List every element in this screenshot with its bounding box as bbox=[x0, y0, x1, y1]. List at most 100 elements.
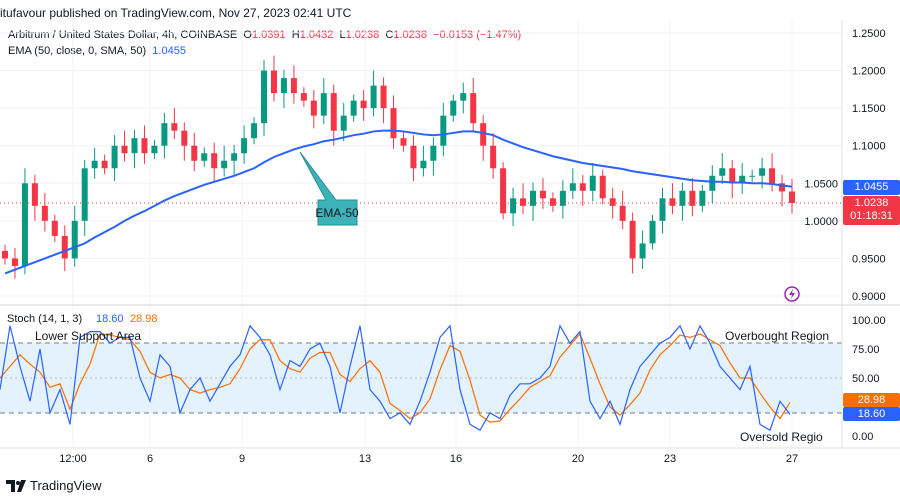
candle-body bbox=[599, 175, 606, 199]
high-value: 1.0432 bbox=[299, 29, 334, 41]
candle-body bbox=[21, 183, 28, 266]
candle-body bbox=[141, 138, 148, 154]
candle-body bbox=[280, 78, 287, 94]
ema-value: 1.0455 bbox=[152, 45, 186, 57]
tradingview-logo[interactable]: TradingView bbox=[6, 478, 102, 493]
candle-body bbox=[270, 70, 277, 94]
stoch-d-badge: 28.98 bbox=[843, 393, 900, 407]
low-value: 1.0238 bbox=[345, 29, 380, 41]
price-axis: 1.2500 1.2000 1.1500 1.1000 1.0500 1.0000 0.95… bbox=[804, 28, 885, 303]
candle-body bbox=[51, 220, 58, 236]
candle-body bbox=[221, 160, 228, 169]
candle-body bbox=[589, 175, 596, 191]
low-label: L bbox=[339, 29, 346, 41]
overbought-annotation: Overbought Region bbox=[725, 329, 829, 343]
candle-body bbox=[61, 235, 68, 259]
candle-body bbox=[380, 85, 387, 109]
candle-body bbox=[300, 93, 307, 101]
ema-label[interactable]: EMA (50, close, 0, SMA, 50) bbox=[8, 45, 147, 57]
stoch-d-value: 28.98 bbox=[130, 313, 158, 325]
time-tick-label: 23 bbox=[664, 453, 676, 465]
stoch-tick-label: 0.00 bbox=[852, 431, 873, 443]
price-tick-label: 1.1500 bbox=[852, 103, 886, 115]
candle-body bbox=[769, 168, 776, 184]
time-tick-label: 13 bbox=[359, 453, 371, 465]
candle-body bbox=[500, 168, 507, 214]
candle-body bbox=[211, 153, 218, 169]
candle-body bbox=[161, 123, 168, 146]
candle-body bbox=[520, 198, 527, 206]
candle-body bbox=[430, 145, 437, 161]
candle-body bbox=[559, 190, 566, 206]
stoch-axis: 100.00 75.00 50.00 0.00 bbox=[852, 315, 886, 443]
symbol-legend: Arbitrum / United States Dollar, 4h, COI… bbox=[8, 29, 521, 41]
price-tick-label: 1.0500 bbox=[804, 178, 838, 190]
candle-body bbox=[579, 183, 586, 191]
grid bbox=[0, 20, 842, 448]
candle-body bbox=[81, 168, 88, 221]
price-tick-label: 1.2500 bbox=[852, 28, 886, 40]
published-caption: itufavour published on TradingView.com, … bbox=[0, 6, 352, 20]
candle-body bbox=[729, 168, 736, 184]
candle-body bbox=[789, 191, 795, 203]
candle-body bbox=[11, 258, 18, 266]
candle-body bbox=[549, 198, 556, 206]
candle-body bbox=[480, 123, 487, 146]
change-value: −0.0153 (−1.47%) bbox=[433, 29, 522, 41]
candle-body bbox=[111, 145, 118, 169]
candle-body bbox=[310, 100, 317, 116]
candle-body bbox=[510, 198, 517, 214]
time-axis: 12:00 6 9 13 16 20 23 27 bbox=[59, 453, 798, 465]
stoch-tick-label: 50.00 bbox=[852, 373, 880, 385]
last-price-badge: 1.0238 01:18:31 bbox=[843, 196, 900, 225]
ema-legend: EMA (50, close, 0, SMA, 50) 1.0455 bbox=[8, 45, 186, 57]
lightning-icon[interactable] bbox=[784, 286, 800, 302]
candle-body bbox=[539, 190, 546, 199]
stoch-k-badge: 18.60 bbox=[843, 407, 900, 421]
price-tick-label: 0.9500 bbox=[852, 253, 886, 265]
candle-body bbox=[41, 205, 48, 221]
candle-body bbox=[251, 123, 258, 139]
time-tick-label: 9 bbox=[239, 453, 245, 465]
candle-body bbox=[171, 123, 178, 131]
price-tick-label: 0.9000 bbox=[852, 291, 886, 303]
candle-body bbox=[350, 100, 357, 116]
open-value: 1.0391 bbox=[251, 29, 286, 41]
close-value: 1.0238 bbox=[393, 29, 427, 41]
candle-countdown: 01:18:31 bbox=[850, 210, 893, 222]
candle-body bbox=[649, 220, 656, 244]
candle-body bbox=[340, 115, 347, 131]
candle-body bbox=[609, 198, 616, 206]
stoch-label[interactable]: Stoch (14, 1, 3) bbox=[7, 313, 82, 325]
candle-body bbox=[639, 243, 646, 259]
close-label: C bbox=[385, 29, 394, 41]
time-tick-label: 27 bbox=[786, 453, 798, 465]
stoch-tick-label: 75.00 bbox=[852, 344, 880, 356]
last-price: 1.0238 bbox=[854, 197, 889, 209]
stoch-d-line bbox=[0, 332, 791, 423]
ema-line bbox=[4, 129, 793, 275]
candle-body bbox=[779, 183, 786, 192]
candle-body bbox=[91, 160, 98, 169]
candle-body bbox=[709, 175, 716, 191]
candle-body bbox=[290, 78, 297, 94]
candle-body bbox=[659, 198, 666, 221]
candle-body bbox=[689, 190, 696, 206]
candle-body bbox=[529, 190, 536, 206]
candle-body bbox=[679, 190, 686, 206]
tradingview-logo-icon bbox=[6, 479, 26, 492]
candle-body bbox=[261, 70, 268, 124]
symbol-title[interactable]: Arbitrum / United States Dollar, 4h, COI… bbox=[8, 29, 238, 41]
candle-body bbox=[151, 145, 158, 154]
candle-body bbox=[330, 93, 337, 131]
candle-body bbox=[450, 100, 457, 116]
candle-body bbox=[460, 93, 467, 101]
stoch-k-line bbox=[0, 324, 791, 432]
candle-body bbox=[390, 108, 397, 139]
candle-body bbox=[131, 138, 138, 154]
ema-callout bbox=[299, 151, 358, 226]
candle-body bbox=[420, 160, 427, 169]
time-tick-label: 6 bbox=[147, 453, 153, 465]
candle-body bbox=[2, 250, 8, 259]
